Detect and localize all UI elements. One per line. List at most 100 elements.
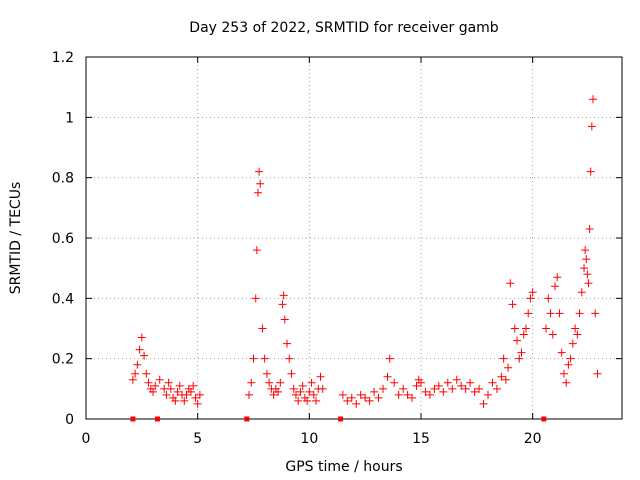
x-tick-label: 15 xyxy=(412,431,430,447)
data-point xyxy=(180,396,189,405)
data-point xyxy=(551,282,559,291)
data-point xyxy=(439,387,448,396)
y-tick-labels: 0 0.2 0.4 0.6 0.8 1 1.2 xyxy=(52,50,74,428)
data-point xyxy=(466,378,475,387)
data-point xyxy=(575,309,584,318)
data-point xyxy=(142,369,151,378)
x-axis-label: GPS time / hours xyxy=(285,459,402,475)
data-point xyxy=(403,390,412,399)
data-point xyxy=(593,369,602,378)
data-point xyxy=(175,381,184,390)
data-point xyxy=(338,390,347,399)
data-point xyxy=(492,384,501,393)
data-point xyxy=(256,179,265,188)
data-point xyxy=(379,384,388,393)
data-point xyxy=(488,378,497,387)
data-point xyxy=(312,396,321,405)
data-point xyxy=(151,381,160,390)
data-point xyxy=(546,309,555,318)
y-tick-label: 0.4 xyxy=(52,291,74,307)
data-point xyxy=(171,396,180,405)
data-point xyxy=(508,300,517,309)
data-point xyxy=(361,393,370,402)
data-point xyxy=(588,95,597,104)
data-point xyxy=(309,390,318,399)
x-tick-label: 10 xyxy=(300,431,318,447)
data-point xyxy=(559,369,568,378)
data-point xyxy=(586,167,595,176)
data-point xyxy=(245,390,254,399)
data-point xyxy=(584,279,593,288)
x-tick-label: 5 xyxy=(193,431,202,447)
data-point xyxy=(160,384,169,393)
data-point xyxy=(583,270,592,279)
x-tick-labels: 0 5 10 15 20 xyxy=(82,431,542,447)
data-point xyxy=(568,339,577,348)
data-point xyxy=(289,384,298,393)
grid-lines xyxy=(86,57,622,419)
data-point xyxy=(303,396,312,405)
data-point xyxy=(283,339,291,348)
data-point xyxy=(417,378,425,387)
data-point xyxy=(251,294,260,303)
data-point xyxy=(521,324,530,333)
data-point xyxy=(394,390,403,399)
data-point xyxy=(318,384,327,393)
data-point xyxy=(591,309,600,318)
data-point xyxy=(497,372,506,381)
data-point xyxy=(484,390,492,399)
data-point xyxy=(566,354,575,363)
data-point xyxy=(580,264,589,273)
data-point xyxy=(408,393,417,402)
data-point xyxy=(307,378,316,387)
data-point xyxy=(430,384,439,393)
data-points xyxy=(128,95,602,408)
data-point xyxy=(510,324,519,333)
data-point xyxy=(515,354,524,363)
y-tick-label: 0.6 xyxy=(52,231,74,247)
data-point xyxy=(370,387,379,396)
ticks xyxy=(85,56,622,420)
data-point xyxy=(501,375,510,384)
data-point xyxy=(526,294,535,303)
data-point xyxy=(553,273,562,282)
y-tick-label: 0.2 xyxy=(52,352,74,368)
data-point xyxy=(587,122,596,131)
data-point xyxy=(412,381,421,390)
data-point xyxy=(385,354,394,363)
data-point xyxy=(421,387,430,396)
gap-marker xyxy=(338,416,344,422)
data-point xyxy=(573,330,582,339)
data-point xyxy=(296,387,305,396)
data-point xyxy=(577,288,586,297)
data-point xyxy=(519,330,528,339)
data-point xyxy=(557,348,566,357)
data-point xyxy=(131,369,140,378)
y-tick-label: 1 xyxy=(65,110,74,126)
gap-marker xyxy=(541,416,547,422)
data-point xyxy=(280,315,289,324)
data-point xyxy=(452,375,461,384)
data-point xyxy=(252,246,261,255)
data-point xyxy=(133,360,142,369)
data-point xyxy=(285,354,294,363)
gap-marker xyxy=(130,416,136,422)
data-point xyxy=(195,390,204,399)
data-point xyxy=(155,375,164,384)
data-point xyxy=(528,288,537,297)
data-point xyxy=(383,372,392,381)
data-point xyxy=(276,378,285,387)
data-point xyxy=(352,399,361,408)
y-tick-label: 1.2 xyxy=(52,50,74,66)
data-point xyxy=(517,348,526,357)
data-point xyxy=(140,351,149,360)
chart-title: Day 253 of 2022, SRMTID for receiver gam… xyxy=(189,20,499,36)
data-point xyxy=(294,396,303,405)
data-point xyxy=(461,384,470,393)
data-point xyxy=(457,381,466,390)
data-point xyxy=(173,387,182,396)
data-point xyxy=(374,393,383,402)
data-point xyxy=(506,279,515,288)
data-point xyxy=(162,390,171,399)
data-point xyxy=(582,255,591,264)
